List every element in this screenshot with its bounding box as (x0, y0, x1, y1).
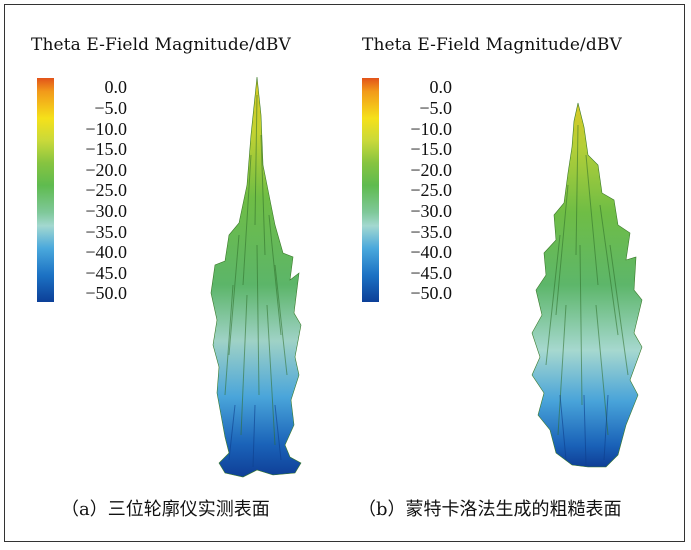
colorbar-tick: −5.0 (94, 98, 127, 118)
colorbar-tick: −50.0 (85, 283, 127, 303)
colorbar-tick: −15.0 (410, 139, 452, 159)
colorbar-tick: 0.0 (429, 77, 453, 97)
colorbar (362, 78, 379, 302)
radiation-pattern-plot (531, 102, 643, 468)
figure-frame: Theta E-Field Magnitude/dBV 0.0 −5.0 −10… (4, 4, 685, 542)
colorbar-title: Theta E-Field Magnitude/dBV (362, 35, 622, 55)
colorbar-tick: −30.0 (410, 201, 452, 221)
lower-ridges (559, 394, 609, 466)
colorbar-tick: −15.0 (85, 139, 127, 159)
colorbar-tick: −35.0 (85, 222, 127, 242)
colorbar-tick: −20.0 (85, 160, 127, 180)
lobe-ridges (545, 124, 629, 436)
colorbar-tick: −25.0 (410, 180, 452, 200)
lower-ridges (228, 404, 282, 468)
colorbar-tick: −45.0 (410, 263, 452, 283)
colorbar-tick: 0.0 (104, 77, 128, 97)
colorbar-tick: −5.0 (419, 98, 452, 118)
colorbar-tick: −10.0 (410, 119, 452, 139)
colorbar (37, 78, 54, 302)
panel-b: Theta E-Field Magnitude/dBV 0.0 −5.0 −10… (340, 5, 680, 543)
colorbar-tick: −40.0 (85, 242, 127, 262)
colorbar-tick: −40.0 (410, 242, 452, 262)
lobe-shape (210, 76, 302, 478)
colorbar-tick: −45.0 (85, 263, 127, 283)
colorbar-tick: −10.0 (85, 119, 127, 139)
radiation-pattern-plot (210, 76, 302, 478)
panel-a: Theta E-Field Magnitude/dBV 0.0 −5.0 −10… (5, 5, 345, 543)
figure-caption: （b）蒙特卡洛法生成的粗糙表面 (358, 499, 622, 520)
figure-caption: （a）三位轮廓仪实测表面 (61, 499, 270, 520)
colorbar-tick: −25.0 (85, 180, 127, 200)
colorbar-tick: −20.0 (410, 160, 452, 180)
colorbar-title: Theta E-Field Magnitude/dBV (31, 35, 291, 55)
colorbar-tick: −30.0 (85, 201, 127, 221)
colorbar-tick: −50.0 (410, 283, 452, 303)
colorbar-tick: −35.0 (410, 222, 452, 242)
lobe-ridges (224, 94, 288, 446)
lobe-shape (531, 102, 643, 468)
